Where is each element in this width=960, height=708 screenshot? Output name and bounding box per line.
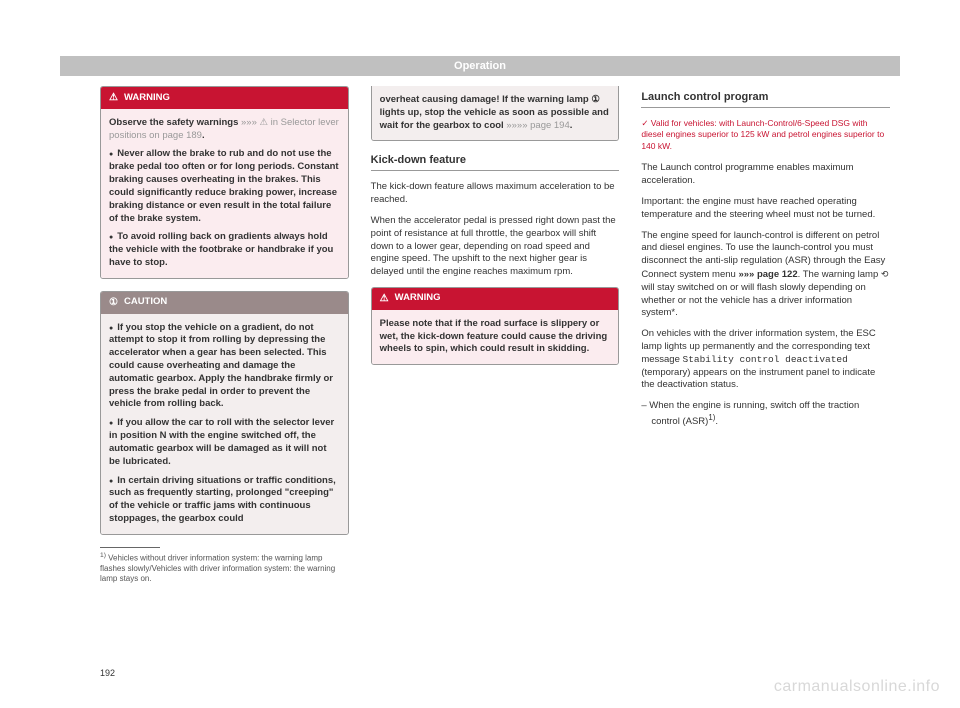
caution-continuation: overheat causing damage! If the warning … <box>371 86 620 141</box>
bullet-icon <box>109 231 117 242</box>
footnote-sup: 1) <box>100 552 106 559</box>
warning-box-1-header: WARNING <box>101 87 348 109</box>
launch-p4b: (temporary) appears on the instrument pa… <box>641 367 875 391</box>
warn1-b1: Never allow the brake to rub and do not … <box>109 148 339 223</box>
launch-section: Launch control program ✓ Valid for vehic… <box>641 90 890 429</box>
warn1-b2: To avoid rolling back on gradients alway… <box>109 231 333 268</box>
warning-icon <box>109 91 118 105</box>
main-content: WARNING Observe the safety warnings »»» … <box>100 86 890 618</box>
watermark: carmanualsonline.info <box>774 678 940 696</box>
warning-box-2: WARNING Please note that if the road sur… <box>371 287 620 365</box>
kickdown-section: Kick-down feature The kick-down feature … <box>371 153 620 279</box>
bullet-icon <box>109 475 117 486</box>
cont-link-text: »»» page 194 <box>512 120 570 131</box>
launch-p4-mono: Stability control deactivated <box>683 354 848 365</box>
slip-icon <box>881 269 889 280</box>
cont-p1a: overheat causing damage! If the warning … <box>380 94 592 105</box>
launch-p2: Important: the engine must have reached … <box>641 196 890 222</box>
launch-p3b: . The warning lamp <box>798 269 881 280</box>
kickdown-p2: When the accelerator pedal is pressed ri… <box>371 215 620 279</box>
valid-for-text: ✓ Valid for vehicles: with Launch-Contro… <box>641 118 890 152</box>
caution-label: CAUTION <box>124 296 167 309</box>
warn2-body: Please note that if the road surface is … <box>380 318 611 356</box>
launch-p3c: will stay switched on or will flash slow… <box>641 282 865 319</box>
caution-box: CAUTION If you stop the vehicle on a gra… <box>100 291 349 535</box>
page-header: Operation <box>60 56 900 76</box>
warning-box-1: WARNING Observe the safety warnings »»» … <box>100 86 349 279</box>
warning-box-2-header: WARNING <box>372 288 619 310</box>
caution-box-header: CAUTION <box>101 292 348 314</box>
warn1-p1a: Observe the safety warnings <box>109 117 241 128</box>
launch-li1b: . <box>715 416 718 427</box>
warning-label: WARNING <box>124 92 170 105</box>
launch-title: Launch control program <box>641 90 890 108</box>
cont-p1c: . <box>570 120 573 131</box>
clock-icon: ① <box>591 94 600 105</box>
warn1-p1b: . <box>202 130 205 141</box>
launch-li1a: When the engine is running, switch off t… <box>649 400 859 427</box>
page-number: 192 <box>100 668 115 678</box>
caution-box-body: If you stop the vehicle on a gradient, d… <box>101 314 348 534</box>
footnote-separator <box>100 547 160 548</box>
launch-p3-link: »»» page 122 <box>738 269 797 280</box>
caution-icon <box>109 296 118 310</box>
footnote-block: 1) Vehicles without driver information s… <box>100 547 349 585</box>
launch-p1: The Launch control programme enables max… <box>641 162 890 188</box>
warning-icon <box>380 292 389 306</box>
warning-box-2-body: Please note that if the road surface is … <box>372 310 619 364</box>
kickdown-p1: The kick-down feature allows maximum acc… <box>371 181 620 207</box>
footnote-text: Vehicles without driver information syst… <box>100 553 335 583</box>
bullet-icon <box>109 417 117 428</box>
cont-p1b: lights up, stop the vehicle as soon as p… <box>380 107 609 131</box>
cont-link: »»» page 194 <box>506 120 569 131</box>
kickdown-title: Kick-down feature <box>371 153 620 171</box>
caution-b1: If you stop the vehicle on a gradient, d… <box>109 322 333 410</box>
bullet-icon <box>109 148 117 159</box>
warning-box-1-body: Observe the safety warnings »»» ⚠ in Sel… <box>101 109 348 278</box>
warning2-label: WARNING <box>395 292 441 305</box>
caution-b2: If you allow the car to roll with the se… <box>109 417 334 466</box>
caution-cont-body: overheat causing damage! If the warning … <box>372 86 619 140</box>
caution-b3: In certain driving situations or traffic… <box>109 475 336 524</box>
bullet-icon <box>109 322 117 333</box>
